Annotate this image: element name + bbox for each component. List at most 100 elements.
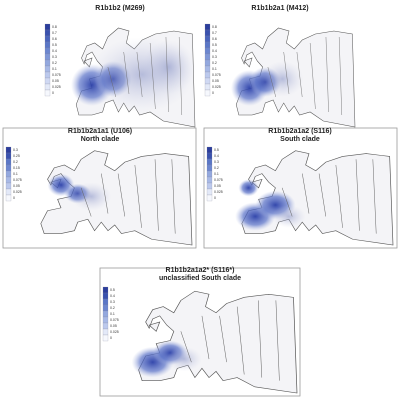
legend-label: 0.05 (214, 184, 221, 188)
panel-title: R1b1b2a1a2* (S116*) (166, 267, 235, 274)
legend-swatch (102, 304, 109, 312)
legend-swatch (102, 334, 109, 342)
legend-swatch (44, 77, 51, 85)
legend-label: 0.025 (110, 330, 119, 334)
legend-label: 0.7 (52, 31, 57, 35)
frequency-area (166, 346, 202, 372)
legend-swatch (102, 286, 109, 294)
legend-swatch (204, 71, 211, 79)
legend-swatch (44, 23, 51, 31)
borders (180, 300, 280, 381)
legend-label: 0.2 (52, 61, 57, 65)
legend-swatch (102, 298, 109, 306)
legend-swatch (5, 164, 12, 172)
legend-label: 0.3 (212, 55, 217, 59)
legend-label: 0.1 (52, 67, 57, 71)
legend-swatch (102, 328, 109, 336)
legend-swatch (102, 322, 109, 330)
legend-label: 0.1 (214, 172, 219, 176)
legend-label: 0.3 (13, 148, 18, 152)
legend-label: 0.075 (212, 73, 221, 77)
legend-label: 0.8 (212, 25, 217, 29)
legend-swatch (44, 47, 51, 55)
frequency-area (142, 40, 195, 94)
legend-swatch (5, 158, 12, 166)
legend-swatch (5, 146, 12, 154)
legend-label: 0.4 (110, 294, 115, 298)
legend-label: 0.1 (13, 172, 18, 176)
legend-label: 0.05 (13, 184, 20, 188)
legend-label: 0.4 (212, 49, 217, 53)
legend-label: 0.025 (13, 190, 22, 194)
borders (107, 36, 182, 116)
legend-label: 0.25 (13, 154, 20, 158)
borders (281, 159, 377, 234)
legend-label: 0.05 (52, 79, 59, 83)
legend-swatch (102, 292, 109, 300)
legend-label: 0.15 (13, 166, 20, 170)
legend-label: 0.5 (110, 288, 115, 292)
legend-swatch (44, 35, 51, 43)
legend-label: 0.3 (214, 160, 219, 164)
legend-swatch (44, 59, 51, 67)
legend-swatch (206, 170, 213, 178)
legend-swatch (102, 310, 109, 318)
legend-swatch (206, 176, 213, 184)
legend-label: 0.1 (212, 67, 217, 71)
legend-swatch (204, 23, 211, 31)
legend-swatch (44, 41, 51, 49)
legend-swatch (206, 194, 213, 202)
legend-swatch (5, 188, 12, 196)
legend-swatch (206, 164, 213, 172)
legend-label: 0.3 (110, 300, 115, 304)
legend-swatch (204, 77, 211, 85)
map-panel: R1b1b2 (M269) 0.8 0.7 0.6 0.5 0.4 0.3 0.2 0.1 0.0… (44, 5, 196, 128)
legend-swatch (5, 182, 12, 190)
legend-label: 0 (212, 91, 214, 95)
legend-swatch (204, 29, 211, 37)
legend-swatch (5, 170, 12, 178)
legend-swatch (5, 176, 12, 184)
map (230, 27, 356, 128)
frequency-area (261, 61, 304, 97)
legend-label: 0.05 (110, 324, 117, 328)
legend-swatch (44, 53, 51, 61)
legend-label: 0 (13, 196, 15, 200)
legend-label: 0.2 (212, 61, 217, 65)
frequency-area (238, 179, 259, 197)
legend-label: 0.5 (212, 43, 217, 47)
legend-label: 0 (214, 196, 216, 200)
legend-swatch (44, 89, 51, 97)
legend-swatch (206, 152, 213, 160)
legend-label: 0.1 (110, 312, 115, 316)
legend-swatch (206, 158, 213, 166)
legend-label: 0.6 (52, 37, 57, 41)
legend-swatch (102, 316, 109, 324)
legend-label: 0.3 (52, 55, 57, 59)
legend-swatch (44, 65, 51, 73)
legend-label: 0.5 (52, 43, 57, 47)
panel-title: unclassified South clade (159, 275, 241, 282)
legend-swatch (204, 41, 211, 49)
borders (267, 36, 342, 116)
panel-title: South clade (280, 136, 320, 143)
legend-swatch (204, 35, 211, 43)
legend-label: 0.075 (52, 73, 61, 77)
legend-swatch (204, 65, 211, 73)
legend-label: 0.8 (52, 25, 57, 29)
legend-label: 0.4 (52, 49, 57, 53)
legend-label: 0.2 (110, 306, 115, 310)
legend-label: 0.075 (110, 318, 119, 322)
legend-swatch (206, 146, 213, 154)
legend-swatch (204, 53, 211, 61)
legend-label: 0 (110, 336, 112, 340)
panel-title: North clade (81, 136, 120, 143)
map-panel: R1b1b2a1a2* (S116*)unclassified South cl… (99, 267, 301, 397)
legend-label: 0.2 (13, 160, 18, 164)
panel-title: R1b1b2 (M269) (95, 5, 144, 12)
legend-swatch (204, 47, 211, 55)
map (235, 150, 394, 246)
legend-swatch (206, 188, 213, 196)
legend-swatch (206, 182, 213, 190)
legend-label: 0.4 (214, 154, 219, 158)
